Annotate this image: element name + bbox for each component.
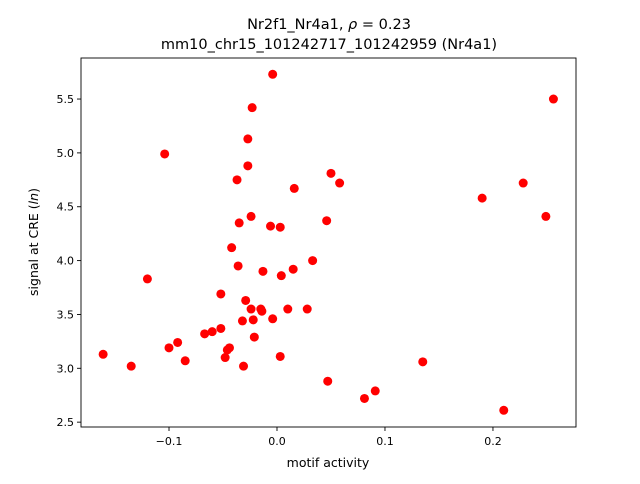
data-point [258,266,268,276]
x-axis-label: motif activity [287,455,370,470]
data-point [220,353,230,363]
data-point [207,327,217,337]
plot-frame [80,57,577,428]
data-point [276,271,286,281]
y-axis: 2.5 3.0 3.5 4.0 4.5 5.0 5.5 [57,93,81,429]
y-tick-label: 2.5 [57,416,75,429]
y-tick-label: 4.5 [57,201,75,214]
data-point [257,306,267,316]
data-point [222,345,232,355]
data-point [288,264,298,274]
data-point [232,175,242,185]
data-point [142,274,152,284]
data-point [98,349,108,359]
data-point [234,218,244,228]
data-point [268,69,278,79]
data-point [216,289,226,299]
data-point [308,256,318,266]
x-tick-label: 0.1 [376,435,394,448]
data-point [283,304,293,314]
x-tick-label: 0.0 [268,435,286,448]
y-tick-label: 4.0 [57,255,75,268]
chart-subtitle: mm10_chr15_101242717_101242959 (Nr4a1) [161,37,497,53]
data-point [335,178,345,188]
x-tick-label: −0.1 [156,435,183,448]
data-point [266,221,276,231]
data-point [370,386,380,396]
data-point [126,361,136,371]
data-point [227,243,237,253]
data-point [322,216,332,226]
data-point [302,304,312,314]
data-point [233,261,243,271]
data-point [160,149,170,159]
x-axis: −0.1 0.0 0.1 0.2 [156,427,502,448]
y-axis-label: signal at CRE (ln) [26,188,41,296]
data-point [246,211,256,221]
data-point [541,211,551,221]
y-tick-label: 5.0 [57,147,75,160]
data-point [164,343,174,353]
data-point [216,323,226,333]
x-tick-label: 0.2 [484,435,502,448]
data-point [237,316,247,326]
data-point [289,183,299,193]
data-point [180,356,190,366]
data-point [477,193,487,203]
data-point [418,357,428,367]
data-point [239,361,249,371]
data-point [268,314,278,324]
data-point [499,405,509,415]
data-point [173,337,183,347]
y-tick-label: 5.5 [57,93,75,106]
data-point [243,134,253,144]
data-point [247,103,257,113]
y-tick-label: 3.0 [57,362,75,375]
data-points [98,69,558,415]
data-point [548,94,558,104]
data-point [323,376,333,386]
data-point [243,161,253,171]
data-point [518,178,528,188]
y-tick-label: 3.5 [57,308,75,321]
data-point [359,393,369,403]
data-point [246,304,256,314]
data-point [249,332,259,342]
data-point [241,295,251,305]
data-point [326,168,336,178]
chart-title: Nr2f1_Nr4a1, ρ = 0.23 [247,17,411,33]
data-point [200,329,210,339]
data-point [275,351,285,361]
data-point [275,222,285,232]
data-point [248,315,258,325]
